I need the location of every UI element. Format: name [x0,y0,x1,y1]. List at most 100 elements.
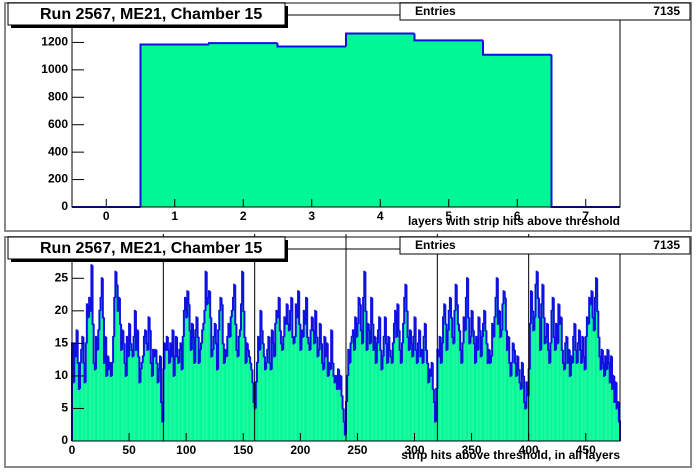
bar-outline [229,316,232,337]
bar [238,336,240,441]
bar [311,317,313,441]
bar [360,330,362,441]
bar [77,362,79,441]
bar [154,356,156,441]
bar-outline [263,356,267,371]
bar [90,310,92,441]
bar [489,362,491,441]
bar [590,304,592,441]
bar-outline [557,303,560,344]
bar-outline [523,375,526,403]
bar [356,336,358,441]
bar-outline [72,343,75,384]
bar [166,336,168,441]
bar [384,317,386,441]
bar [197,336,199,441]
bar [242,271,244,441]
bar [565,343,567,441]
bar-outline [97,329,100,350]
bar-outline [565,335,568,344]
bar [280,343,283,441]
bar-outline [479,330,482,358]
bar-outline [434,401,437,423]
bar [493,336,495,441]
chart-title: Run 2567, ME21, Chamber 15 [40,6,262,23]
bar [266,362,268,441]
bar-outline [333,375,336,384]
bar [296,317,299,441]
bar [520,388,522,441]
bar-outline [475,335,478,363]
bar-outline [108,361,111,370]
bar-outline [387,335,390,363]
bar [363,297,365,441]
bar [133,336,135,441]
bar [102,317,104,441]
bar-outline [313,330,316,345]
bar [110,375,112,441]
bar-outline [110,361,114,376]
bar [549,362,551,441]
bar [605,356,607,441]
bar-outline [309,329,312,350]
bar [204,310,206,441]
bar-outline [512,343,515,351]
bar [155,349,157,441]
stats-box [399,236,691,255]
bar-outline [391,342,394,363]
bar-outline [217,329,220,370]
bar-outline [230,309,233,318]
bar-outline [406,310,409,338]
bar-outline [600,348,603,370]
bar-outline [93,362,96,371]
bar [209,43,278,207]
bar [473,343,476,441]
bar [524,401,526,441]
bar-outline [599,356,602,371]
bar-outline [606,348,609,370]
bar [432,388,434,441]
bar [164,343,166,441]
bar-outline [581,335,584,363]
bar-outline [239,303,243,331]
bar [319,323,321,441]
bar [194,362,196,441]
bar [246,343,248,441]
bar-outline [422,335,425,363]
bar [350,343,352,441]
bar [455,284,457,441]
bar [304,323,307,441]
bar-outline [329,362,332,371]
bar [115,271,117,441]
bar [417,343,420,441]
bar-outline [188,304,191,332]
bar [269,362,271,441]
bar-outline [593,296,597,331]
bar [237,356,239,441]
bar [250,362,252,441]
bar [359,304,361,441]
bar-outline [528,322,531,370]
bar-outline [616,400,619,409]
bar [375,362,377,441]
bar [379,317,381,441]
bar [358,297,360,441]
bar [452,336,454,441]
bar-outline [262,343,265,358]
bar-outline [202,322,205,331]
bar-outline [381,355,384,370]
bar-outline [471,310,474,332]
bar-outline [306,297,309,338]
bar-outline [582,336,585,358]
bar-outline [257,335,260,363]
bar [495,297,497,441]
bar-outline [200,342,203,350]
bar [282,349,284,441]
bar [177,356,179,441]
bar [408,349,410,441]
bar-outline [94,335,98,370]
bar [285,323,287,441]
bar [334,382,336,441]
bar [109,362,111,441]
bar-outline [459,330,462,351]
